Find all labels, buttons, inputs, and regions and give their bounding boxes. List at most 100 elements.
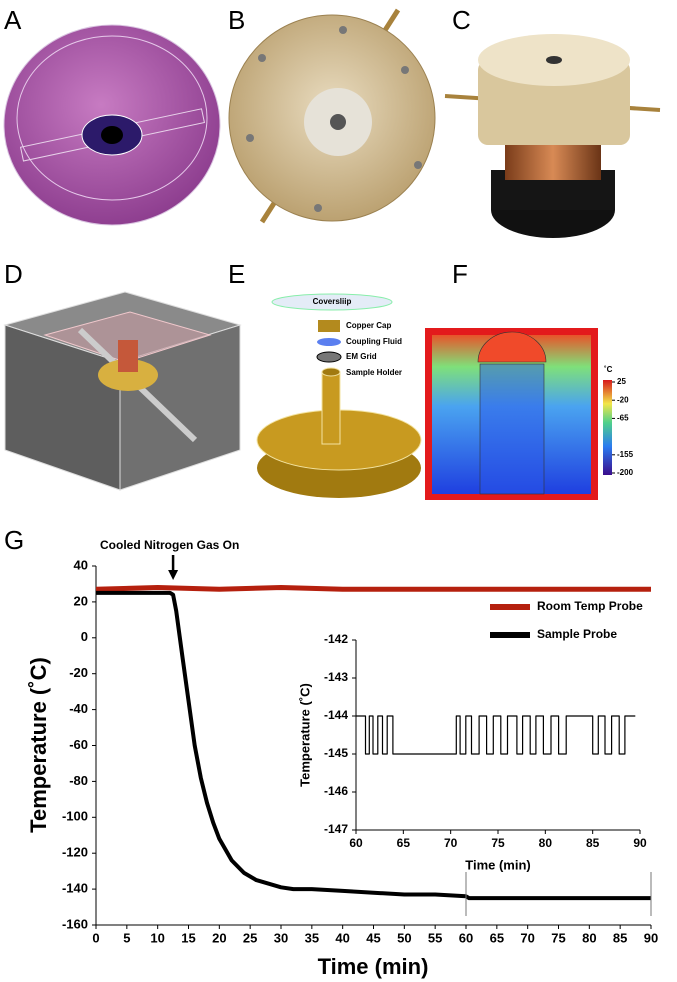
y-tick-label: 20 [74, 593, 88, 608]
panel-e-diagram [256, 293, 422, 498]
x-tick-label: 75 [491, 836, 505, 850]
y-tick-label: -140 [62, 881, 88, 896]
post-top [321, 367, 341, 377]
colorbar-label: 25 [617, 377, 626, 386]
x-tick-label: 45 [366, 930, 380, 945]
colorbar-label: -20 [617, 395, 629, 404]
panel-c-photo [444, 34, 661, 238]
dome [477, 331, 547, 363]
hole [101, 126, 123, 144]
hole [330, 114, 346, 130]
y-tick-label: -120 [62, 845, 88, 860]
fluid-icon [317, 338, 341, 346]
holder [98, 359, 158, 391]
panel-label: G [4, 525, 24, 555]
x-tick-label: 10 [150, 930, 164, 945]
screw [314, 204, 322, 212]
holder-outline [479, 363, 545, 495]
series-line [96, 590, 651, 901]
y-tick-label: -100 [62, 809, 88, 824]
grid-icon [316, 351, 342, 363]
series-line [356, 715, 636, 755]
x-tick-label: 85 [613, 930, 627, 945]
x-tick-label: 30 [274, 930, 288, 945]
cap [118, 340, 138, 372]
x-tick-label: 85 [586, 836, 600, 850]
colorbar-unit: ˚C [604, 365, 613, 374]
y-tick-label: -142 [324, 632, 348, 646]
panel-d-render [3, 291, 242, 491]
x-tick-label: 90 [633, 836, 647, 850]
panel-label: B [228, 5, 245, 35]
hole [546, 56, 562, 64]
panel-label: F [452, 259, 468, 289]
x-tick-label: 65 [490, 930, 504, 945]
y-tick-label: -40 [69, 701, 88, 716]
panel-label: A [4, 5, 22, 35]
screw [414, 161, 422, 169]
coverslip-shape [271, 293, 393, 311]
chamber [43, 311, 212, 363]
x-tick-label: 80 [582, 930, 596, 945]
x-tick-label: 20 [212, 930, 226, 945]
y-tick-label: -160 [62, 916, 88, 931]
annotation-arrowhead [168, 570, 179, 580]
x-tick-label: 75 [551, 930, 565, 945]
screw [258, 54, 266, 62]
colorbar-label: -200 [617, 468, 634, 477]
x-tick-label: 50 [397, 930, 411, 945]
y-tick-label: -147 [324, 822, 348, 836]
legend-label: Sample Probe [537, 627, 617, 641]
component-label: Coversliip [313, 297, 352, 306]
annotation: Cooled Nitrogen Gas On [100, 538, 239, 552]
x-tick-label: 65 [397, 836, 411, 850]
y-tick-label: -145 [324, 746, 348, 760]
component-label: Coupling Fluid [346, 337, 402, 346]
colorbar [603, 380, 612, 475]
screw [246, 134, 254, 142]
x-tick-label: 55 [428, 930, 442, 945]
colorbar-label: -65 [617, 414, 629, 423]
panel-f-simulation [425, 328, 612, 500]
y-tick-label: -60 [69, 737, 88, 752]
x-tick-label: 90 [644, 930, 658, 945]
screw [401, 66, 409, 74]
y-tick-label: -80 [69, 773, 88, 788]
x-tick-label: 15 [181, 930, 195, 945]
y-tick-label: 0 [81, 629, 88, 644]
y-tick-label: -20 [69, 665, 88, 680]
panel-label: D [4, 259, 23, 289]
y-tick-label: -144 [324, 708, 348, 722]
panel-b-photo [228, 8, 436, 224]
x-tick-label: 60 [349, 836, 363, 850]
y-tick-label: -143 [324, 670, 348, 684]
series-line [95, 585, 651, 592]
component-label: Sample Holder [346, 368, 402, 377]
screws [246, 26, 422, 212]
y-axis-title: Temperature (˚C) [26, 657, 51, 833]
legend-label: Room Temp Probe [537, 599, 643, 613]
component-label: EM Grid [346, 352, 377, 361]
x-tick-label: 70 [444, 836, 458, 850]
x-tick-label: 5 [123, 930, 130, 945]
panel-a-render [3, 24, 221, 226]
x-axis-title: Time (min) [465, 857, 531, 872]
component-label: Copper Cap [346, 321, 391, 330]
panel-label: C [452, 5, 471, 35]
x-tick-label: 35 [305, 930, 319, 945]
x-tick-label: 70 [520, 930, 534, 945]
colorbar-label: -155 [617, 450, 634, 459]
y-tick-label: -146 [324, 784, 348, 798]
x-axis-title: Time (min) [318, 954, 429, 979]
x-tick-label: 25 [243, 930, 257, 945]
x-tick-label: 80 [539, 836, 553, 850]
holder-post [321, 371, 341, 445]
y-tick-label: 40 [74, 557, 88, 572]
panel-label: E [228, 259, 245, 289]
copper-cap-icon [318, 320, 340, 332]
y-axis-title: Temperature (˚C) [297, 683, 312, 787]
ring [16, 35, 208, 201]
x-tick-label: 0 [92, 930, 99, 945]
x-tick-label: 40 [335, 930, 349, 945]
